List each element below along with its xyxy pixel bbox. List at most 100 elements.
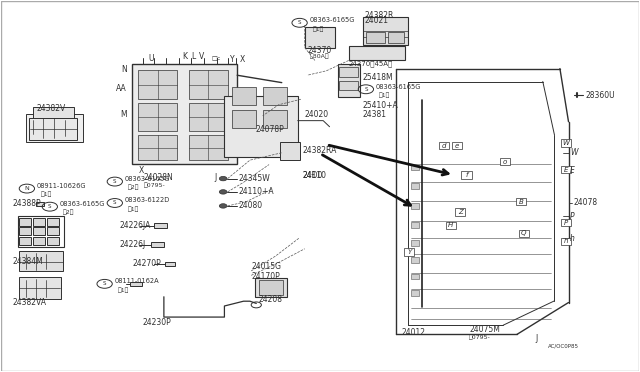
- Text: e: e: [455, 143, 459, 149]
- Text: d: d: [442, 143, 447, 149]
- Bar: [225, 96, 298, 157]
- Text: 24270P: 24270P: [132, 259, 161, 268]
- Bar: [189, 70, 228, 99]
- Bar: [232, 87, 256, 105]
- Text: h: h: [564, 238, 568, 244]
- Text: S: S: [364, 87, 367, 92]
- Text: 24382V: 24382V: [36, 104, 66, 113]
- Text: N: N: [24, 186, 29, 191]
- Text: 24230P: 24230P: [143, 318, 172, 327]
- Bar: [339, 81, 358, 90]
- Text: 24012: 24012: [401, 328, 426, 337]
- Bar: [280, 142, 300, 160]
- Bar: [255, 278, 287, 297]
- Text: 08911-10626G: 08911-10626G: [37, 183, 86, 189]
- Bar: [33, 237, 45, 245]
- Text: J: J: [215, 173, 217, 182]
- Bar: [411, 203, 419, 209]
- Bar: [364, 17, 408, 45]
- Text: （30A）: （30A）: [310, 53, 330, 59]
- Bar: [19, 218, 31, 226]
- Bar: [189, 103, 228, 131]
- Text: 24021: 24021: [365, 16, 388, 25]
- Circle shape: [220, 176, 227, 181]
- Text: 24370: 24370: [308, 46, 332, 55]
- Text: L: L: [191, 52, 195, 61]
- Text: 08363-6165G: 08363-6165G: [125, 176, 170, 182]
- Text: 24382R: 24382R: [365, 10, 394, 20]
- Text: 〇0795-: 〇0795-: [143, 182, 165, 188]
- Bar: [164, 262, 175, 266]
- Text: 24080: 24080: [239, 201, 262, 211]
- Bar: [404, 248, 414, 256]
- Text: H: H: [448, 222, 453, 228]
- Text: 24382RA: 24382RA: [302, 146, 337, 155]
- Text: U: U: [148, 54, 154, 63]
- Text: （1）: （1）: [117, 287, 129, 292]
- Text: 24078P: 24078P: [255, 125, 284, 134]
- Bar: [18, 216, 64, 247]
- Bar: [29, 118, 77, 140]
- Text: 24370（45A）: 24370（45A）: [349, 60, 393, 67]
- Bar: [411, 257, 419, 263]
- Text: 24075M: 24075M: [469, 326, 500, 334]
- Text: M: M: [120, 109, 127, 119]
- Text: 24170P: 24170P: [251, 272, 280, 280]
- Bar: [47, 237, 59, 245]
- Bar: [262, 110, 287, 128]
- Text: W: W: [563, 140, 570, 146]
- Bar: [519, 230, 529, 237]
- Text: X: X: [138, 166, 143, 175]
- Bar: [305, 27, 335, 48]
- Text: S: S: [113, 201, 116, 205]
- Text: o: o: [502, 158, 507, 165]
- Text: S: S: [48, 204, 52, 209]
- Text: 24020: 24020: [304, 110, 328, 119]
- Bar: [411, 183, 419, 189]
- Bar: [19, 227, 31, 235]
- Bar: [189, 135, 228, 160]
- Text: 24226J: 24226J: [120, 240, 146, 249]
- Circle shape: [220, 204, 227, 208]
- Text: 08111-0162A: 08111-0162A: [115, 278, 159, 284]
- Text: 24226JA: 24226JA: [120, 221, 151, 230]
- Text: h: h: [570, 234, 575, 243]
- Text: 24110+A: 24110+A: [239, 187, 274, 196]
- Text: X: X: [240, 55, 245, 64]
- Bar: [19, 251, 63, 271]
- Text: （2）: （2）: [63, 210, 74, 215]
- Bar: [561, 140, 571, 147]
- Text: （1）: （1）: [379, 92, 390, 98]
- Text: Z: Z: [458, 209, 463, 215]
- Text: 24208: 24208: [259, 295, 283, 304]
- Bar: [411, 290, 419, 296]
- Bar: [439, 142, 449, 150]
- Bar: [138, 103, 177, 131]
- Bar: [445, 222, 456, 229]
- Bar: [232, 110, 256, 128]
- Bar: [411, 240, 419, 246]
- Text: E: E: [564, 167, 568, 173]
- Bar: [26, 114, 83, 142]
- Text: P: P: [564, 220, 568, 226]
- Text: 24345W: 24345W: [239, 174, 270, 183]
- Text: B: B: [518, 199, 523, 205]
- Bar: [411, 273, 419, 279]
- Text: 、1）: 、1）: [41, 192, 52, 197]
- Bar: [33, 218, 45, 226]
- Text: □c: □c: [211, 56, 221, 61]
- Bar: [461, 171, 472, 179]
- Text: 24381: 24381: [362, 109, 386, 119]
- Bar: [411, 222, 419, 228]
- Text: P: P: [570, 212, 575, 221]
- Text: 〇0795-: 〇0795-: [469, 334, 491, 340]
- Bar: [19, 277, 61, 299]
- Text: Y: Y: [407, 249, 412, 255]
- Bar: [138, 135, 177, 160]
- Text: AC/OC0P85: AC/OC0P85: [548, 343, 579, 348]
- Text: 24015G: 24015G: [251, 262, 281, 271]
- Text: Y: Y: [230, 55, 234, 64]
- Text: AA: AA: [116, 84, 127, 93]
- Bar: [262, 87, 287, 105]
- Text: 08363-6165G: 08363-6165G: [310, 17, 355, 23]
